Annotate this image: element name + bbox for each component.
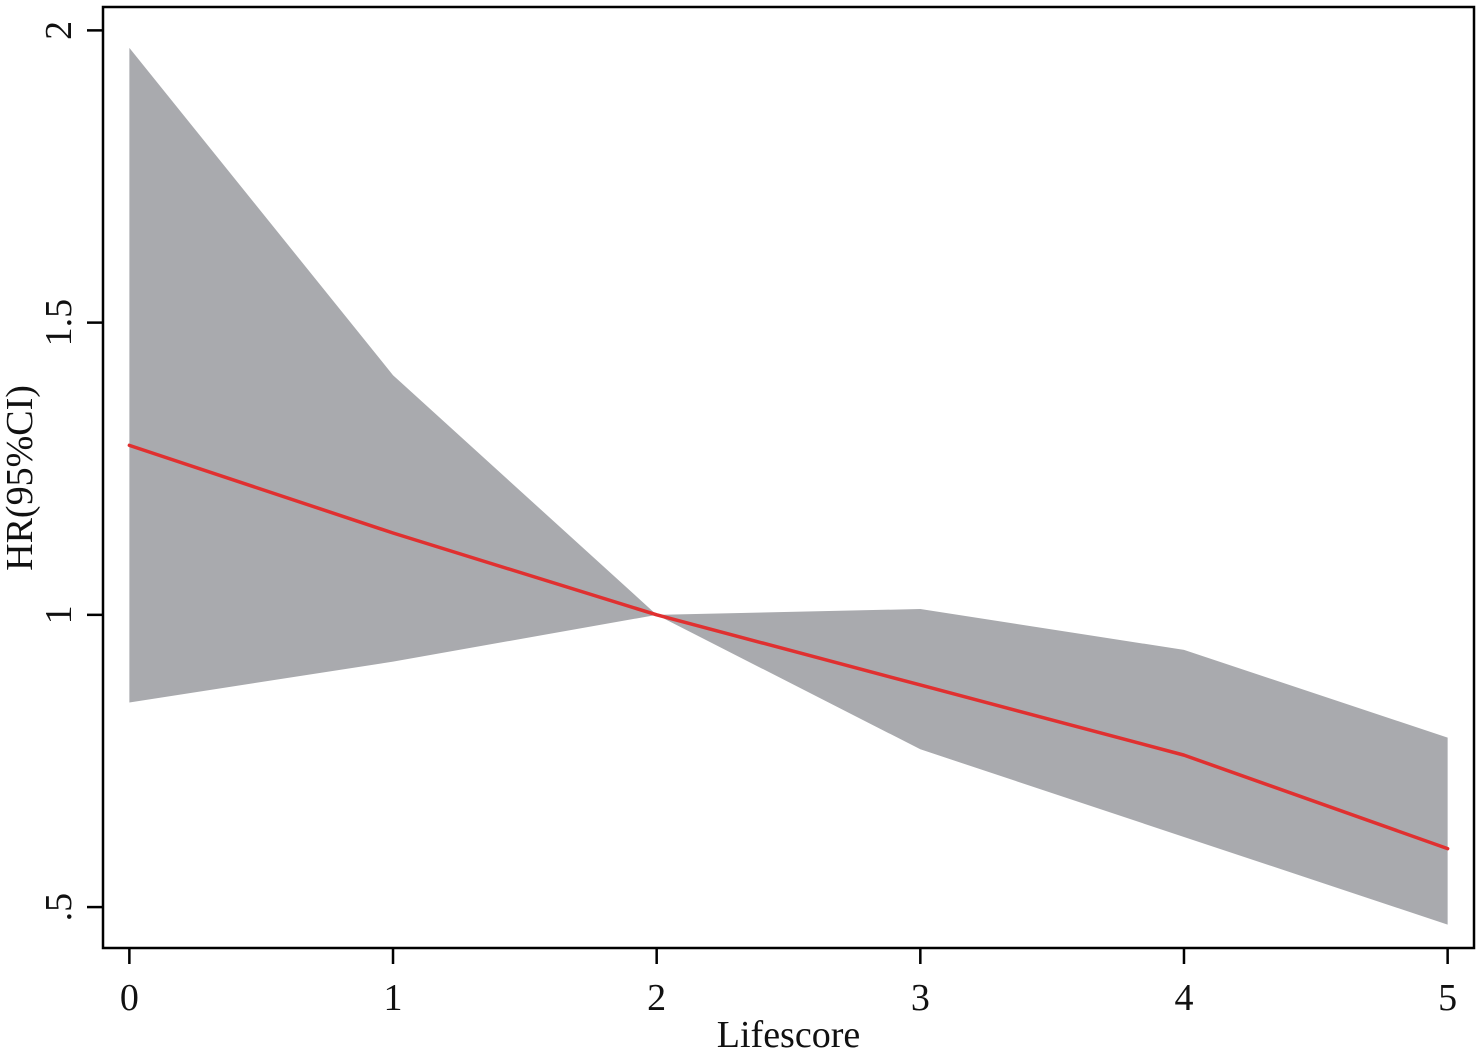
y-tick-label: 1	[38, 605, 80, 624]
x-tick-label: 5	[1438, 977, 1457, 1019]
plot-area	[127, 47, 1450, 925]
x-tick-label: 0	[120, 977, 139, 1019]
x-tick-label: 4	[1174, 977, 1193, 1019]
y-tick-label: 1.5	[38, 299, 80, 347]
x-axis-ticks: 0 1 2 3 4 5	[120, 948, 1457, 1019]
y-tick-label: .5	[38, 893, 80, 922]
x-tick-label: 3	[911, 977, 930, 1019]
hazard-ratio-line	[127, 443, 1450, 851]
x-tick-label: 1	[384, 977, 403, 1019]
y-axis-ticks: .5 1 1.5 2	[38, 21, 103, 921]
confidence-interval-band	[129, 47, 1448, 925]
x-axis-title: Lifescore	[717, 1014, 860, 1050]
plot-frame	[101, 5, 1476, 950]
y-axis-title: HR(95%CI)	[0, 385, 41, 571]
x-tick-label: 2	[647, 977, 666, 1019]
y-tick-label: 2	[38, 21, 80, 40]
